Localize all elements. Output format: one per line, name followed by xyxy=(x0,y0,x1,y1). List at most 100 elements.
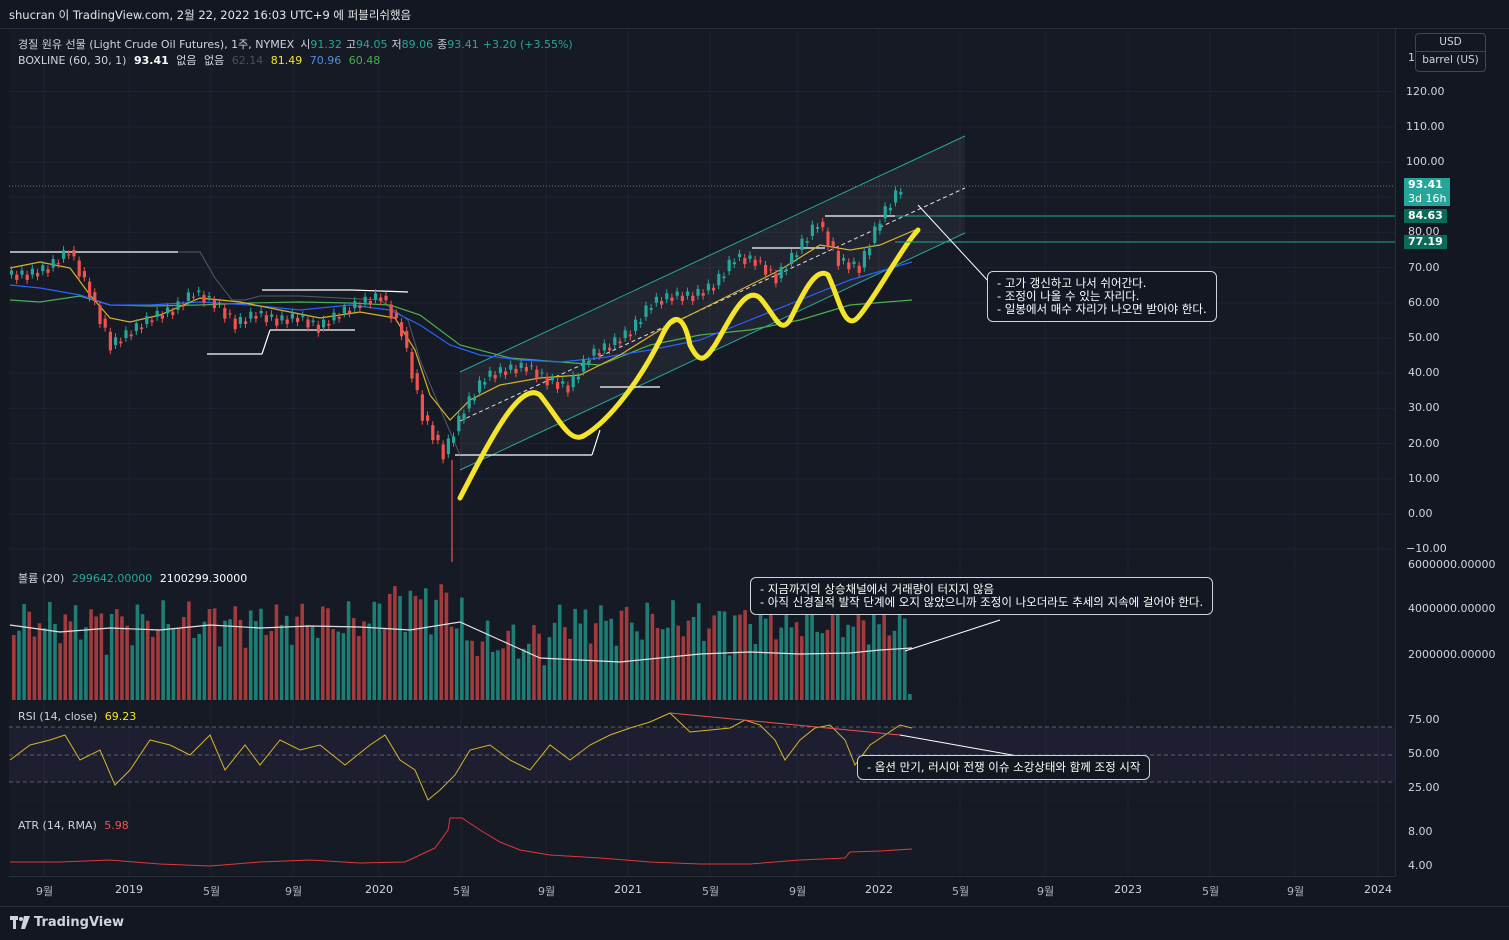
volume-bar xyxy=(248,610,253,700)
price-tick-label: 50.00 xyxy=(1408,331,1440,344)
candlesticks xyxy=(10,186,903,562)
volume-bar xyxy=(619,610,624,700)
time-tick-label: 5월 xyxy=(952,885,970,898)
volume-pointer xyxy=(904,619,1001,652)
rsi-title: RSI (14, close) xyxy=(18,710,98,723)
volume-bar xyxy=(218,646,222,700)
volume-bar xyxy=(557,604,562,700)
volume-bar xyxy=(532,625,536,700)
volume-bar xyxy=(872,614,876,700)
candle-body xyxy=(20,270,24,275)
volume-bar xyxy=(181,616,186,700)
note-rsi-comment[interactable]: - 옵션 만기, 러시아 전쟁 이슈 소강상태와 함께 조정 시작 xyxy=(857,755,1151,780)
candle-body xyxy=(634,319,638,331)
candle-body xyxy=(337,316,341,319)
ma-yellow xyxy=(9,229,916,421)
candle-body xyxy=(509,364,513,370)
candle-body xyxy=(342,306,346,314)
boxline-legend: BOXLINE (60, 30, 1) 93.41 없음 없음 62.14 81… xyxy=(18,52,384,68)
volume-bar xyxy=(331,628,335,700)
candle-body xyxy=(722,276,726,279)
volume-bar xyxy=(805,614,809,700)
time-tick-label: 5월 xyxy=(453,885,471,898)
atr-tick-label: 8.00 xyxy=(1408,825,1433,838)
price-tick-label: 30.00 xyxy=(1408,401,1440,415)
candle-body xyxy=(826,231,830,247)
volume-bar xyxy=(717,610,722,700)
time-tick-label: 5월 xyxy=(702,885,720,898)
volume-bar xyxy=(197,633,201,700)
candle-body xyxy=(353,301,357,309)
candle-body xyxy=(259,310,263,314)
candle-body xyxy=(368,301,372,305)
time-tick-label: 2023 xyxy=(1114,883,1142,896)
volume-bar xyxy=(763,618,768,700)
price-tick-label: 40.00 xyxy=(1408,366,1440,380)
volume-bar xyxy=(300,603,304,700)
candle-body xyxy=(504,371,508,375)
rsi-legend: RSI (14, close) 69.23 xyxy=(18,710,140,723)
volume-bar xyxy=(671,600,675,700)
time-tick-label: 9월 xyxy=(285,885,303,898)
candle-body xyxy=(608,347,612,351)
price-tick-label: 100.00 xyxy=(1406,155,1445,168)
volume-bar xyxy=(187,601,191,700)
volume-bar xyxy=(727,655,732,700)
note-volume-comment[interactable]: - 지금까지의 상승채널에서 거래량이 터지지 않음 - 아직 신경질적 발작 … xyxy=(750,577,1214,615)
candle-body xyxy=(540,372,544,374)
volume-bar xyxy=(243,647,248,700)
candle-body xyxy=(197,290,201,293)
candle-body xyxy=(675,291,679,296)
candle-body xyxy=(862,251,866,268)
volume-bar xyxy=(130,645,135,700)
volume-bar xyxy=(403,631,407,700)
candle-body xyxy=(290,313,294,319)
note-price-comment[interactable]: - 고가 갱신하고 나서 쉬어간다. - 조정이 나올 수 있는 자리다. - … xyxy=(987,271,1217,322)
volume-bar xyxy=(372,601,377,700)
volume-bar xyxy=(686,620,691,700)
candle-body xyxy=(420,394,424,421)
time-axis[interactable] xyxy=(9,876,1395,905)
candle-body xyxy=(30,268,34,275)
candle-body xyxy=(779,266,783,279)
boxline-v7: 60.48 xyxy=(348,54,381,67)
volume-bar xyxy=(563,627,567,700)
candle-body xyxy=(524,367,528,372)
volume-bar xyxy=(434,599,438,700)
candle-body xyxy=(46,269,50,273)
atr-line xyxy=(10,817,913,867)
price-scale[interactable] xyxy=(1395,29,1509,876)
candle-body xyxy=(88,281,92,298)
candle-body xyxy=(405,330,409,348)
volume-bar xyxy=(254,621,258,700)
candle-body xyxy=(488,370,492,377)
volume-bar xyxy=(84,627,88,700)
volume-bar xyxy=(171,628,176,700)
currency-unit-button[interactable]: USD barrel (US) xyxy=(1415,33,1486,72)
volume-bar xyxy=(166,624,171,700)
volume-bar xyxy=(53,623,57,700)
volume-bar xyxy=(552,622,557,700)
time-tick-label: 9월 xyxy=(538,885,556,898)
volume-bar xyxy=(866,644,871,700)
volume-bar xyxy=(315,637,320,700)
volume-bar xyxy=(897,608,902,700)
volume-bar xyxy=(104,654,109,700)
price-legend: 경질 원유 선물 (Light Crude Oil Futures), 1주, … xyxy=(18,36,577,52)
candle-body xyxy=(571,375,575,388)
volume-bar xyxy=(810,602,814,700)
candle-body xyxy=(769,269,773,271)
candle-body xyxy=(665,293,669,300)
boxline-v6: 70.96 xyxy=(309,54,342,67)
candle-body xyxy=(389,304,393,319)
candle-body xyxy=(202,294,206,303)
volume-bar xyxy=(485,620,490,700)
candle-body xyxy=(119,341,123,344)
candle-body xyxy=(327,323,331,326)
volume-bar xyxy=(480,641,485,700)
candle-body xyxy=(888,207,892,211)
rsi-tick-label: 25.00 xyxy=(1408,781,1440,794)
candle-body xyxy=(748,255,752,259)
boxline-segment xyxy=(591,429,601,456)
